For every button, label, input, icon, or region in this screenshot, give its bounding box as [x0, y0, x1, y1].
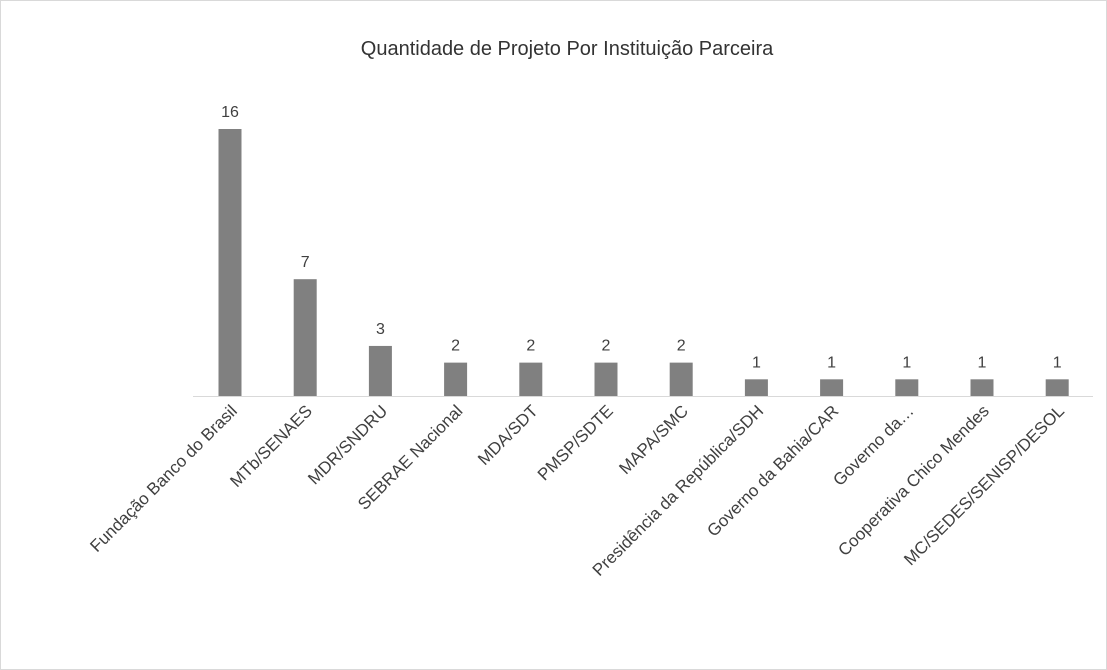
bar: [820, 379, 844, 396]
data-label: 2: [602, 338, 611, 355]
data-label: 7: [301, 254, 310, 271]
data-label: 2: [526, 338, 535, 355]
bar: [519, 362, 543, 396]
data-label: 1: [827, 354, 836, 371]
bar: [293, 279, 317, 396]
chart-title: Quantidade de Projeto Por Instituição Pa…: [361, 38, 774, 60]
data-label: 1: [1053, 354, 1062, 371]
data-label: 3: [376, 321, 385, 338]
bar: [1045, 379, 1069, 396]
data-label: 2: [677, 338, 686, 355]
data-label: 1: [978, 354, 987, 371]
bar: [594, 362, 618, 396]
bar: [895, 379, 919, 396]
bar: [218, 129, 242, 396]
bar: [669, 362, 693, 396]
bar: [744, 379, 768, 396]
data-label: 1: [752, 354, 761, 371]
bar: [368, 345, 392, 396]
data-label: 16: [221, 104, 239, 121]
data-label: 1: [902, 354, 911, 371]
bar: [970, 379, 994, 396]
data-label: 2: [451, 338, 460, 355]
bar: [444, 362, 468, 396]
